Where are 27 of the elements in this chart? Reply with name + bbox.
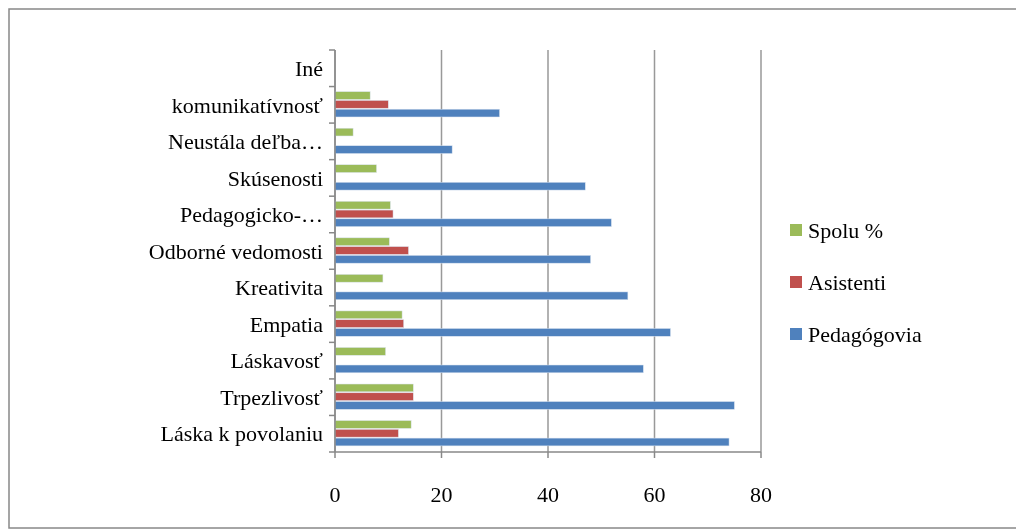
x-tick-label: 80 bbox=[750, 482, 772, 507]
x-tick-label: 20 bbox=[430, 482, 453, 507]
y-tick-label: Trpezlivosť bbox=[220, 384, 324, 410]
legend-label: Spolu % bbox=[808, 217, 884, 243]
y-tick-label: Iné bbox=[294, 55, 323, 81]
y-tick-label: Neustála deľba… bbox=[168, 129, 323, 155]
y-tick-label: Odborné vedomosti bbox=[148, 238, 323, 264]
bar bbox=[334, 127, 354, 137]
y-tick-label: Láskavosť bbox=[230, 348, 324, 374]
legend-label: Asistenti bbox=[808, 269, 887, 295]
legend-label: Pedagógovia bbox=[808, 321, 922, 347]
bar bbox=[334, 291, 629, 300]
bar bbox=[334, 145, 453, 154]
y-tick-label: komunikatívnosť bbox=[171, 92, 324, 118]
x-tick-label: 40 bbox=[537, 482, 559, 507]
y-tick-label: Pedagogicko-… bbox=[180, 202, 323, 228]
bar bbox=[334, 182, 586, 191]
x-tick-label: 0 bbox=[329, 482, 341, 507]
y-tick-label: Láska k povolaniu bbox=[160, 421, 323, 447]
bar bbox=[334, 347, 386, 356]
y-tick-label: Skúsenosti bbox=[227, 165, 323, 191]
y-tick-label: Empatia bbox=[249, 311, 324, 337]
bar bbox=[334, 364, 644, 374]
bar bbox=[334, 274, 384, 283]
bar bbox=[334, 164, 377, 173]
y-tick-label: Kreativita bbox=[235, 275, 324, 301]
x-tick-label: 60 bbox=[643, 482, 666, 507]
